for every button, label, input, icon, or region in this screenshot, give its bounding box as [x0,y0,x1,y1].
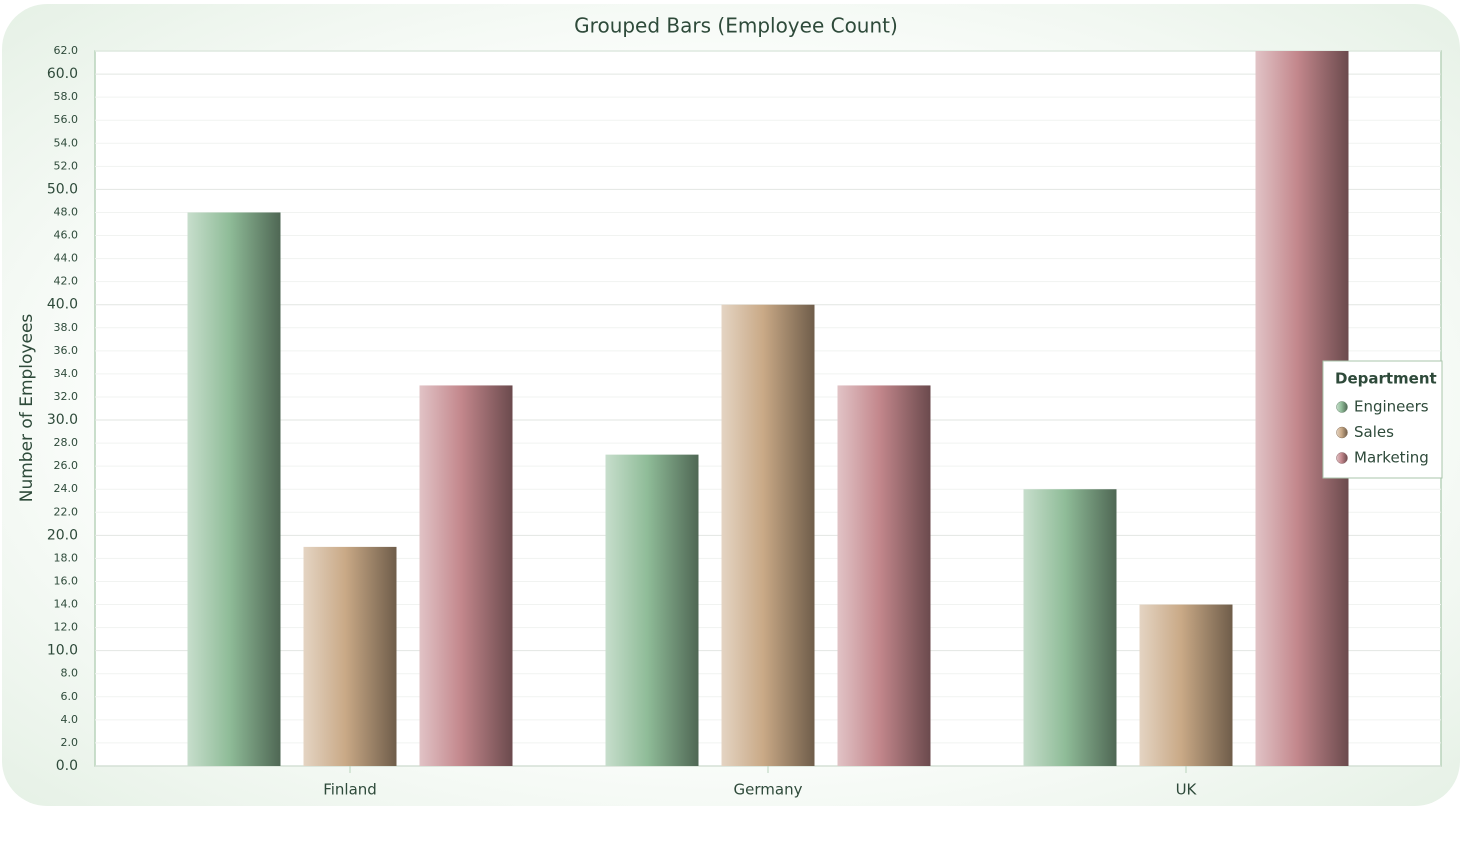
y-tick-label: 56.0 [54,113,79,126]
y-tick-label: 16.0 [54,574,79,587]
legend-label: Sales [1354,423,1394,441]
x-tick-label: Germany [734,781,803,799]
y-tick-label: 40.0 [47,297,78,313]
x-tick-label: UK [1176,781,1198,799]
legend-marker [1336,426,1348,439]
y-tick-label: 44.0 [54,252,79,265]
y-tick-label: 54.0 [54,136,79,149]
x-tick-label: Finland [323,781,377,799]
y-tick-label: 28.0 [54,436,79,449]
legend-title: Department [1335,370,1437,388]
y-tick-label: 30.0 [47,412,78,428]
y-tick-label: 52.0 [54,159,79,172]
y-tick-label: 32.0 [54,390,79,403]
bar [1139,604,1233,766]
y-tick-label: 34.0 [54,367,79,380]
bar [605,454,699,766]
y-tick-label: 20.0 [47,527,78,543]
y-tick-label: 6.0 [61,690,79,703]
bar [419,385,513,766]
y-tick-label: 36.0 [54,344,79,357]
chart-title: Grouped Bars (Employee Count) [574,14,898,38]
y-tick-label: 26.0 [54,459,79,472]
y-tick-label: 2.0 [61,736,79,749]
y-tick-label: 58.0 [54,90,79,103]
bar [303,546,397,766]
y-tick-label: 50.0 [47,181,78,197]
y-tick-label: 10.0 [47,643,78,659]
legend-label: Engineers [1354,398,1429,416]
y-tick-label: 8.0 [61,667,79,680]
bar [187,212,281,767]
y-tick-label: 14.0 [54,598,79,611]
legend-marker [1336,452,1348,464]
y-tick-label: 62.0 [54,44,79,57]
legend-marker [1336,401,1348,413]
y-tick-label: 4.0 [61,713,79,726]
legend-label: Marketing [1354,449,1429,467]
y-tick-label: 24.0 [54,482,79,495]
bar [721,304,815,766]
y-tick-label: 48.0 [54,205,79,218]
y-tick-label: 38.0 [54,321,79,334]
y-axis-label: Number of Employees [17,314,37,503]
y-tick-label: 60.0 [47,66,78,82]
y-tick-label: 22.0 [54,505,79,518]
y-tick-label: 42.0 [54,275,79,288]
bar [1023,489,1117,766]
y-tick-label: 0.0 [56,758,78,774]
y-tick-label: 18.0 [54,551,79,564]
bar [837,385,931,766]
y-tick-label: 12.0 [54,621,79,634]
y-tick-label: 46.0 [54,229,79,242]
